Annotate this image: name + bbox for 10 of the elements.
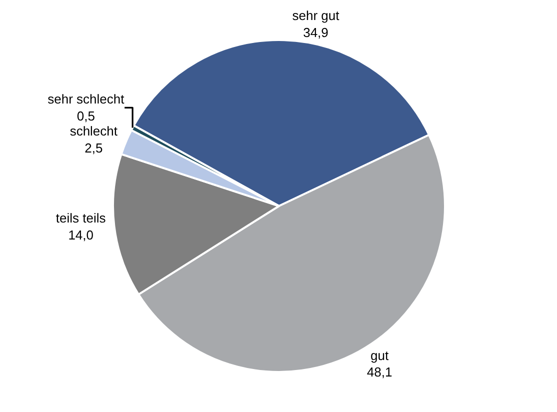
slice-label: schlecht (70, 124, 118, 139)
data-label: 2,5 (84, 140, 103, 156)
data-label: 48,1 (366, 364, 392, 380)
slice-label: gut (370, 348, 389, 363)
data-label: 14,0 (68, 227, 94, 242)
slice-label: sehr schlecht (48, 92, 125, 107)
data-label: 34,9 (303, 25, 328, 40)
slice-label: sehr gut (292, 8, 340, 24)
data-label: 0,5 (76, 108, 95, 124)
slice-label: teils teils (56, 210, 106, 226)
